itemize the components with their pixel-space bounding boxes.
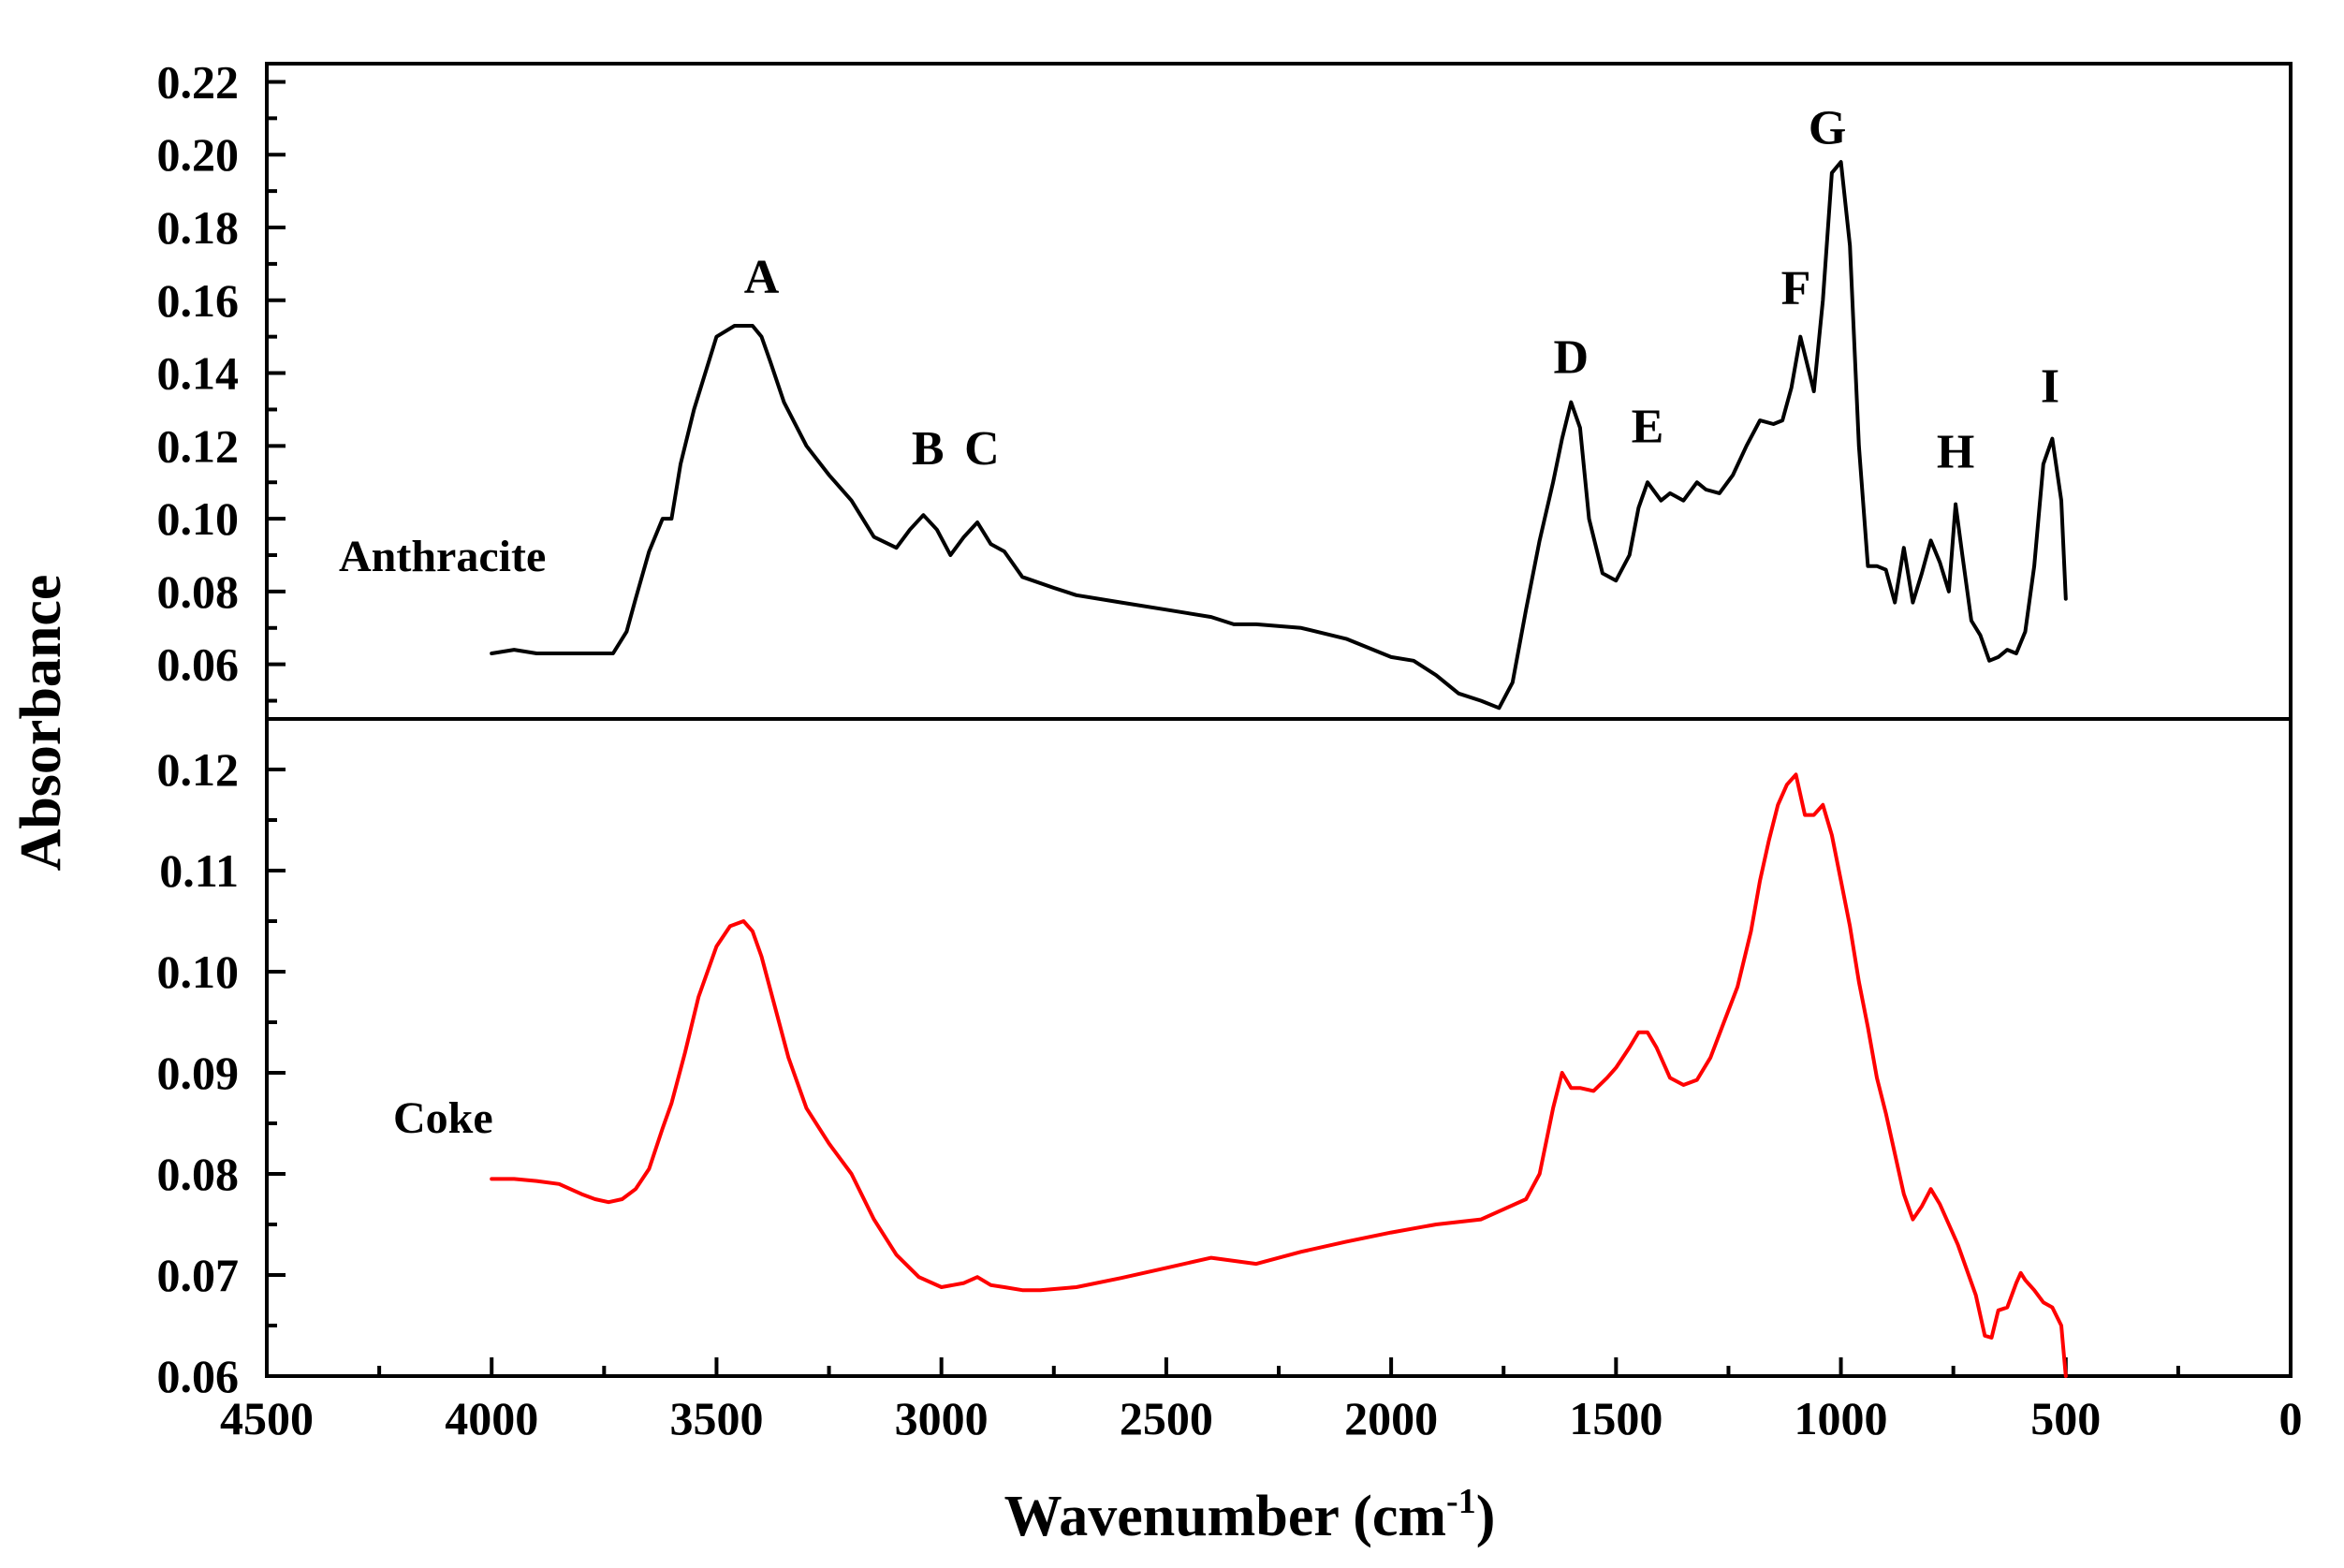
- x-axis-title: Wavenumber (cm-1): [1004, 1482, 1496, 1548]
- series-label-anthracite: Anthracite: [339, 532, 546, 581]
- y-tick-label: 0.12: [157, 419, 240, 472]
- x-axis-title-superscript: -1: [1446, 1482, 1476, 1521]
- y-tick-label: 0.08: [157, 1148, 240, 1200]
- peak-label-g: G: [1809, 102, 1846, 155]
- x-axis-title-main: Wavenumber (cm: [1004, 1485, 1446, 1548]
- x-tick-label: 0: [2279, 1392, 2303, 1444]
- y-tick-label: 0.16: [157, 274, 240, 327]
- series-line-anthracite: [490, 160, 2068, 711]
- y-tick-label: 0.06: [157, 638, 240, 691]
- y-tick-label: 0.08: [157, 565, 240, 618]
- y-tick-label: 0.12: [157, 743, 240, 796]
- series-line-coke: [490, 772, 2068, 1378]
- plot-frame: [265, 62, 2293, 1378]
- axis-tick-labels: 4500 4000 3500 3000 2500 2000 1500 1000 500 0 0.06…: [157, 55, 2303, 1444]
- y-tick-label: 0.07: [157, 1249, 240, 1301]
- y-tick-label: 0.09: [157, 1047, 240, 1099]
- x-tick-label: 1000: [1795, 1392, 1888, 1444]
- peak-label-h: H: [1937, 426, 1974, 479]
- y-tick-label: 0.14: [157, 347, 240, 400]
- y-tick-label: 0.10: [157, 492, 240, 545]
- y-tick-label: 0.10: [157, 945, 240, 998]
- peak-label-b: B: [912, 422, 945, 476]
- y-tick-label: 0.18: [157, 201, 240, 254]
- peak-label-d: D: [1554, 331, 1590, 385]
- x-tick-label: 500: [2030, 1392, 2101, 1444]
- y-tick-label: 0.22: [157, 55, 240, 108]
- y-axis-title: Absorbance: [9, 575, 73, 872]
- spectra-series: [490, 160, 2068, 1378]
- x-tick-label: 2500: [1120, 1392, 1213, 1444]
- x-tick-label: 3500: [669, 1392, 763, 1444]
- x-tick-label: 2000: [1344, 1392, 1438, 1444]
- peak-label-a: A: [744, 251, 780, 304]
- x-tick-label: 1500: [1569, 1392, 1663, 1444]
- peak-label-e: E: [1632, 400, 1664, 453]
- peak-label-c: C: [964, 422, 1000, 476]
- x-axis-title-close: ): [1476, 1485, 1496, 1548]
- y-tick-label: 0.20: [157, 128, 240, 181]
- y-tick-label: 0.11: [159, 844, 239, 897]
- series-label-coke: Coke: [393, 1093, 493, 1143]
- axis-ticks: [265, 80, 2293, 1378]
- y-tick-label: 0.06: [157, 1350, 240, 1402]
- x-tick-label: 3000: [895, 1392, 989, 1444]
- x-tick-label: 4000: [445, 1392, 538, 1444]
- peak-label-i: I: [2041, 360, 2059, 414]
- peak-annotations: A B C DE F G H I: [744, 102, 2059, 479]
- x-tick-label: 4500: [220, 1392, 314, 1444]
- peak-label-f: F: [1781, 262, 1811, 315]
